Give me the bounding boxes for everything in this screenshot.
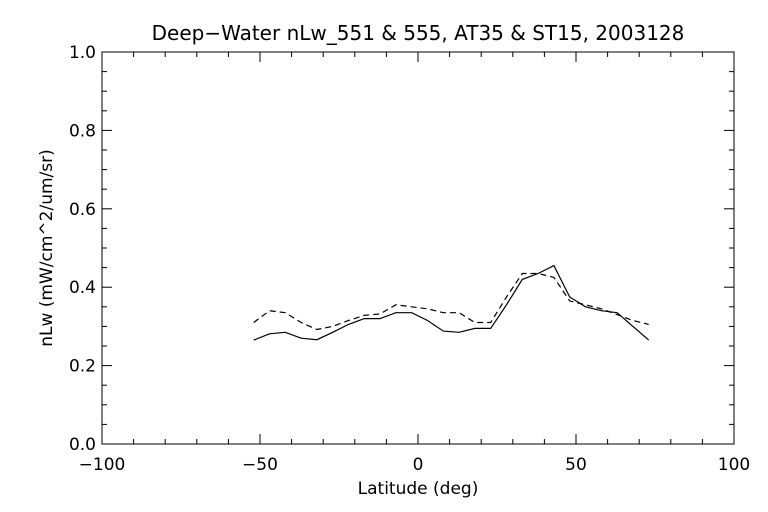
x-tick-label: −50 xyxy=(242,455,278,475)
x-tick-label: 50 xyxy=(565,455,587,475)
chart-title: Deep−Water nLw_551 & 555, AT35 & ST15, 2… xyxy=(152,21,685,45)
series-lines xyxy=(253,264,650,341)
plot-frame xyxy=(101,51,735,445)
x-tick-label: 100 xyxy=(718,455,750,475)
x-tick-label: 0 xyxy=(413,455,424,475)
y-axis-label: nLw (mW/cm^2/um/sr) xyxy=(37,149,57,347)
x-axis-label: Latitude (deg) xyxy=(358,479,479,499)
y-tick-label: 1.0 xyxy=(69,43,96,63)
y-tick-label: 0.8 xyxy=(69,121,96,141)
y-tick-label: 0.6 xyxy=(69,200,96,220)
y-tick-label: 0.2 xyxy=(69,357,96,377)
series-line-solid xyxy=(253,264,650,341)
series-line-dashed xyxy=(253,272,649,331)
axis-ticks xyxy=(101,51,735,445)
y-tick-label: 0.0 xyxy=(69,435,96,455)
x-tick-label: −100 xyxy=(79,455,126,475)
y-tick-label: 0.4 xyxy=(69,278,96,298)
axis-tick-labels: −100 −50 0 50 100 0.0 0.2 0.4 0.6 0.8 1.0 xyxy=(69,43,750,475)
